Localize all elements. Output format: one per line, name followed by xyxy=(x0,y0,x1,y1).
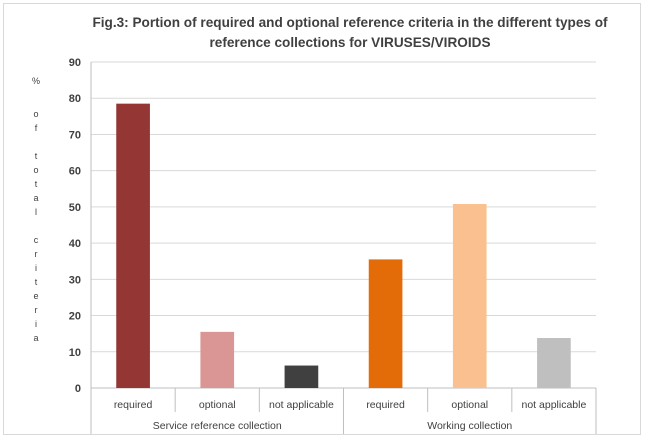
y-tick-label: 30 xyxy=(69,274,81,286)
y-axis-label-glyph: r xyxy=(34,305,38,315)
y-axis-label-glyph: o xyxy=(33,109,39,119)
y-tick-label: 90 xyxy=(69,57,81,69)
x-category-label: required xyxy=(114,399,153,411)
bar xyxy=(368,259,403,388)
x-category-label: required xyxy=(366,399,405,411)
y-tick-label: 20 xyxy=(69,311,81,323)
y-axis-label-glyph: r xyxy=(34,249,38,259)
group-label: Service reference collection xyxy=(153,420,282,432)
bar xyxy=(537,338,571,388)
y-tick-label: 80 xyxy=(69,93,81,105)
y-axis-label-glyph: a xyxy=(33,193,39,203)
bar xyxy=(200,331,235,388)
y-axis-label-glyph: l xyxy=(35,207,37,217)
y-axis-label-glyph: c xyxy=(33,235,39,245)
bar xyxy=(284,365,319,388)
y-axis-label-glyph: e xyxy=(33,291,39,301)
y-axis-label-glyph: i xyxy=(35,319,37,329)
y-axis-label-glyph: t xyxy=(34,151,38,161)
y-axis-label-glyph: a xyxy=(33,333,39,343)
y-axis-label-glyph: t xyxy=(34,277,38,287)
y-tick-label: 0 xyxy=(75,383,81,395)
y-axis-label-glyph: f xyxy=(34,123,38,133)
x-category-label: not applicable xyxy=(269,399,334,411)
y-axis-label-glyph: o xyxy=(33,165,39,175)
y-tick-label: 60 xyxy=(69,166,81,178)
chart-title-line-2: reference collections for VIRUSES/VIROID… xyxy=(209,35,491,50)
bar xyxy=(452,203,487,388)
y-tick-label: 70 xyxy=(69,129,81,141)
y-axis-label-glyph: % xyxy=(31,76,40,86)
x-category-label: optional xyxy=(451,399,488,411)
chart-border xyxy=(3,3,641,435)
y-tick-label: 50 xyxy=(69,202,81,214)
y-tick-label: 40 xyxy=(69,238,81,250)
x-category-label: optional xyxy=(199,399,236,411)
y-tick-label: 10 xyxy=(69,347,81,359)
group-label: Working collection xyxy=(427,420,512,432)
chart-title-line-1: Fig.3: Portion of required and optional … xyxy=(92,15,608,30)
y-axis-label-glyph: t xyxy=(34,179,38,189)
x-category-label: not applicable xyxy=(522,399,587,411)
bar xyxy=(116,103,150,389)
y-axis-label-glyph: i xyxy=(35,263,37,273)
